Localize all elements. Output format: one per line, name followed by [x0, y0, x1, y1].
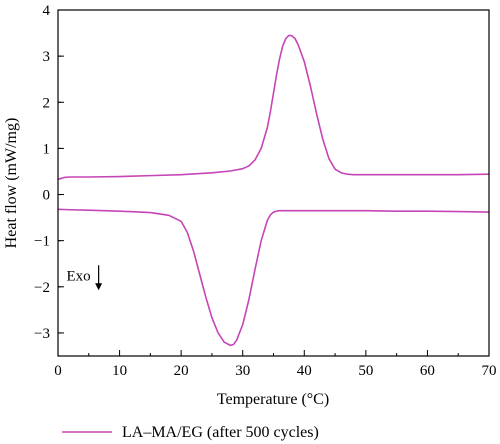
y-tick-label: 4	[43, 3, 51, 19]
x-tick-label: 20	[174, 363, 189, 379]
x-tick-label: 60	[420, 363, 435, 379]
y-tick-label: 0	[43, 188, 51, 204]
y-axis: −3 −2 −1 0 1 2 3 4	[34, 3, 64, 342]
y-tick-label: 3	[43, 49, 51, 65]
y-tick-label: 1	[43, 141, 51, 157]
x-axis: 0 10 20 30 40 50 60 70	[54, 350, 497, 379]
series-line-1	[57, 208, 490, 347]
y-tick-label: −2	[34, 280, 50, 296]
legend-label: LA–MA/EG (after 500 cycles)	[122, 424, 319, 441]
plot-frame	[57, 9, 490, 357]
x-tick-label: 10	[112, 363, 127, 379]
y-tick-label: −1	[34, 234, 50, 250]
x-tick-label: 40	[297, 363, 312, 379]
y-tick-label: −3	[34, 326, 50, 342]
exo-label: Exo	[66, 268, 90, 284]
x-tick-label: 30	[235, 363, 250, 379]
exo-annotation: Exo	[66, 265, 103, 291]
exo-arrow-head-icon	[95, 283, 103, 291]
x-axis-label: Temperature (°C)	[217, 391, 329, 408]
x-tick-label: 50	[358, 363, 373, 379]
y-axis-label: Heat flow (mW/mg)	[3, 118, 20, 249]
x-tick-label: 0	[54, 363, 62, 379]
curve-layer	[57, 34, 490, 347]
series-line-0	[57, 34, 490, 181]
x-tick-label: 70	[482, 363, 497, 379]
legend: LA–MA/EG (after 500 cycles)	[62, 424, 319, 441]
y-tick-label: 2	[43, 95, 51, 111]
